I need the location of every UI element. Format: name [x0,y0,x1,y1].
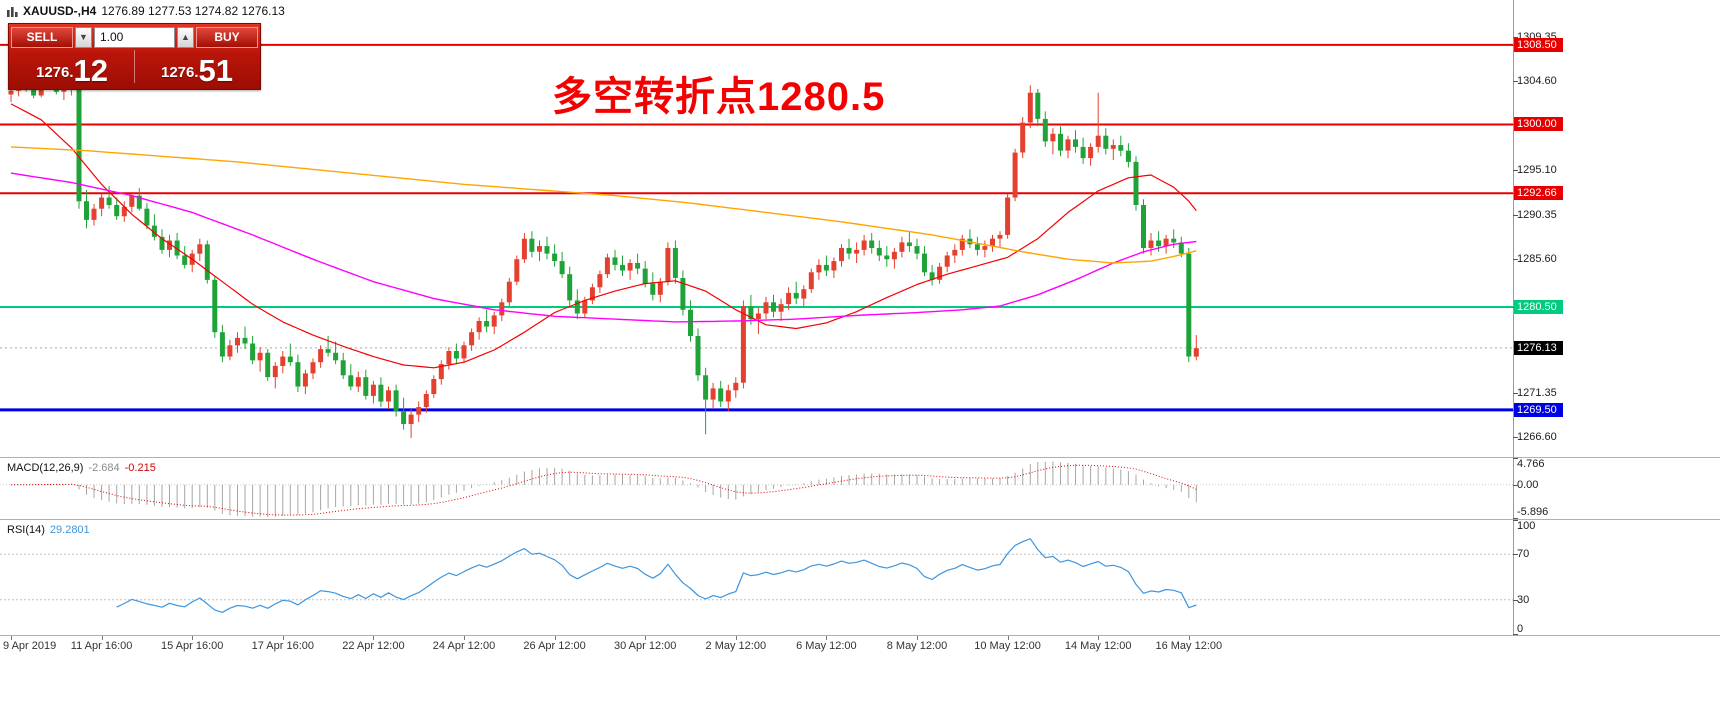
rsi-indicator-panel[interactable] [0,520,1513,634]
time-axis-tick [1188,636,1190,640]
time-axis-tick [101,636,103,640]
ohlc-readout: 1276.89 1277.53 1274.82 1276.13 [101,4,285,18]
axis-tick [1513,259,1518,261]
time-axis-tick [917,636,918,640]
quote-prices-row: 1276. 12 1276. 51 [9,48,260,86]
price-axis-label: 1304.60 [1517,75,1557,88]
rsi-value: 29.2801 [49,524,90,536]
trade-controls-row: SELL ▼ ▲ BUY [9,24,260,48]
sell-button[interactable]: SELL [11,26,73,48]
sell-price-main: 1276. [35,64,74,81]
macd-signal-value: -0.215 [124,462,156,474]
macd-label: MACD(12,26,9) [7,462,84,474]
macd-axis-label: 0.00 [1517,478,1539,491]
time-axis-label: 17 Apr 16:00 [251,640,314,652]
axis-tick [1513,81,1518,83]
price-axis-label: 1266.60 [1517,431,1557,444]
panel-separator[interactable] [0,457,1720,458]
time-axis-label: 30 Apr 12:00 [613,640,677,652]
time-axis-label: 11 Apr 16:00 [70,640,133,652]
chevron-up-icon: ▲ [181,31,190,42]
time-axis-label: 16 May 12:00 [1155,640,1223,652]
hline-price-label: 1292.66 [1514,186,1563,201]
axis-tick [1513,392,1518,394]
macd-axis-label: -5.896 [1517,506,1549,518]
axis-tick [1513,170,1518,172]
time-axis-label: 24 Apr 12:00 [432,640,496,652]
buy-price-quote[interactable]: 1276. 51 [138,53,256,88]
axis-tick [1513,437,1518,439]
price-axis-label: 1295.10 [1517,164,1557,177]
price-divider [134,50,135,83]
chart-icon [7,6,18,17]
symbol-info-bar: XAUUSD-,H4 1276.89 1277.53 1274.82 1276.… [7,4,285,18]
symbol-timeframe-label: XAUUSD-,H4 [23,4,97,18]
one-click-trading-panel: SELL ▼ ▲ BUY 1276. 12 1276. 51 [8,23,261,90]
axis-tick [1513,484,1518,486]
price-chart-canvas[interactable] [0,0,1513,457]
axis-tick [1513,599,1518,601]
rsi-axis-label: 30 [1517,593,1530,606]
time-axis-tick [1098,636,1100,640]
time-axis-tick [554,636,556,640]
volume-input[interactable] [94,26,175,48]
time-axis-label: 6 May 12:00 [796,640,857,652]
rsi-axis-label: 70 [1517,548,1530,561]
sell-price-pips: 12 [73,53,109,88]
time-axis-tick [645,636,647,640]
price-axis-label: 1271.35 [1517,386,1557,399]
price-axis-separator [1513,0,1514,636]
macd-axis-label: 4.766 [1517,458,1545,470]
sell-price-quote[interactable]: 1276. 12 [13,53,131,88]
price-axis-label: 1290.35 [1517,208,1557,221]
axis-tick [1513,458,1518,459]
macd-title: MACD(12,26,9) -2.684 -0.215 [7,462,156,474]
time-axis-tick [282,636,284,640]
time-axis-label: 10 May 12:00 [974,640,1041,652]
time-axis-tick [11,636,12,640]
buy-price-pips: 51 [198,53,234,88]
hline-price-label: 1280.50 [1514,299,1563,314]
rsi-title: RSI(14) 29.2801 [7,524,90,536]
time-axis-tick [464,636,465,640]
time-axis-tick [735,636,737,640]
rsi-axis-label: 0 [1517,623,1524,635]
macd-main-value: -2.684 [88,462,120,474]
macd-indicator-panel[interactable] [0,458,1513,518]
current-price-label: 1276.13 [1514,340,1563,355]
chevron-down-icon: ▼ [79,31,88,42]
axis-tick [1513,518,1518,519]
volume-increase-button[interactable]: ▲ [177,26,194,48]
rsi-label: RSI(14) [7,524,45,536]
time-axis-label: 26 Apr 12:00 [523,640,586,652]
buy-button[interactable]: BUY [196,26,258,48]
hline-price-label: 1308.50 [1514,37,1563,52]
chart-text-annotation: 多空转折点1280.5 [552,75,886,119]
axis-tick [1513,634,1518,635]
time-axis-tick [373,636,375,640]
time-axis-label: 15 Apr 16:00 [160,640,224,652]
time-axis-tick [1007,636,1009,640]
time-axis-label: 14 May 12:00 [1064,640,1132,652]
time-axis-tick [192,636,194,640]
time-axis-tick [826,636,828,640]
axis-tick [1513,214,1518,216]
time-axis-label: 2 May 12:00 [705,640,767,652]
axis-tick [1513,554,1518,556]
time-axis-label: 22 Apr 12:00 [342,640,405,652]
rsi-axis-label: 100 [1517,520,1536,532]
price-axis-label: 1285.60 [1517,253,1557,266]
volume-decrease-button[interactable]: ▼ [75,26,92,48]
time-axis-label: 8 May 12:00 [886,640,948,652]
axis-tick [1513,36,1518,38]
buy-price-main: 1276. [160,64,199,81]
hline-price-label: 1300.00 [1514,117,1563,132]
time-axis-separator [0,635,1720,636]
axis-tick [1513,520,1518,521]
time-axis-label: 9 Apr 2019 [3,640,57,652]
hline-price-label: 1269.50 [1514,402,1563,417]
panel-separator[interactable] [0,519,1720,520]
